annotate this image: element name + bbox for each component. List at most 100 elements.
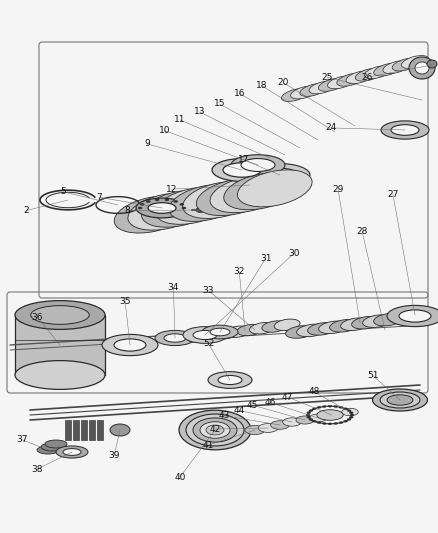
Ellipse shape [299,84,326,96]
Ellipse shape [327,423,331,425]
Text: 26: 26 [360,73,371,82]
Ellipse shape [270,421,289,429]
Ellipse shape [102,334,158,356]
Text: 51: 51 [367,372,378,380]
Ellipse shape [308,409,312,411]
Text: 25: 25 [321,73,332,82]
Ellipse shape [295,416,313,424]
Ellipse shape [274,319,299,330]
Text: 27: 27 [386,190,398,199]
Ellipse shape [372,389,427,411]
Ellipse shape [400,55,427,68]
Ellipse shape [114,196,188,233]
Ellipse shape [195,207,204,213]
Bar [65,420,71,440]
Ellipse shape [349,414,353,416]
Bar [89,420,95,440]
Text: 47: 47 [281,393,293,401]
Ellipse shape [183,327,226,343]
Ellipse shape [169,184,243,221]
Ellipse shape [354,68,381,81]
Text: 31: 31 [259,254,271,263]
Ellipse shape [244,425,265,434]
Text: 34: 34 [167,284,179,292]
Ellipse shape [386,305,438,327]
Text: 48: 48 [307,387,319,396]
Ellipse shape [327,405,331,407]
Ellipse shape [414,62,428,74]
Ellipse shape [308,81,336,94]
Ellipse shape [380,121,428,139]
Ellipse shape [333,423,337,424]
Ellipse shape [212,159,272,181]
Ellipse shape [155,187,230,224]
Ellipse shape [336,74,363,86]
Ellipse shape [333,406,337,408]
Ellipse shape [56,446,88,458]
Ellipse shape [240,158,274,172]
Ellipse shape [323,411,340,419]
Ellipse shape [379,392,419,408]
Ellipse shape [41,443,63,451]
Ellipse shape [224,326,250,337]
Ellipse shape [182,182,257,219]
Text: 2: 2 [24,206,29,215]
Ellipse shape [346,418,350,421]
Ellipse shape [209,176,284,213]
Ellipse shape [212,328,237,339]
Ellipse shape [258,424,277,432]
Text: 30: 30 [288,249,299,257]
Ellipse shape [362,315,392,327]
Ellipse shape [201,325,237,339]
Ellipse shape [296,324,325,337]
Ellipse shape [193,330,216,340]
Text: 44: 44 [233,406,244,415]
Ellipse shape [196,179,270,215]
Text: 16: 16 [233,89,244,98]
Ellipse shape [237,180,262,190]
Ellipse shape [208,372,251,389]
Ellipse shape [261,168,297,182]
Ellipse shape [223,163,261,177]
Text: 11: 11 [174,116,185,124]
Ellipse shape [316,410,343,421]
Ellipse shape [146,200,150,203]
Text: 36: 36 [32,313,43,321]
Text: 45: 45 [246,401,258,409]
Ellipse shape [316,406,320,408]
Ellipse shape [191,206,208,214]
Ellipse shape [308,418,312,421]
Ellipse shape [373,313,403,326]
Ellipse shape [187,331,213,343]
Ellipse shape [155,199,159,201]
Ellipse shape [249,164,309,187]
Ellipse shape [186,414,244,446]
Ellipse shape [341,408,357,416]
Text: 8: 8 [124,206,130,215]
Ellipse shape [398,310,430,322]
Text: 28: 28 [356,228,367,236]
Ellipse shape [114,339,146,351]
Ellipse shape [182,207,186,209]
Text: 5: 5 [60,188,67,196]
Ellipse shape [364,66,391,78]
Ellipse shape [349,416,353,418]
Text: 39: 39 [108,451,120,460]
Ellipse shape [148,203,176,213]
Ellipse shape [218,375,241,385]
Text: 52: 52 [202,340,214,348]
Ellipse shape [343,408,347,410]
Ellipse shape [165,199,169,201]
Ellipse shape [227,176,272,193]
Text: 7: 7 [95,193,102,201]
Text: 42: 42 [209,425,220,433]
Ellipse shape [200,329,225,341]
Text: 24: 24 [325,124,336,132]
Text: 29: 29 [332,185,343,193]
Ellipse shape [110,424,130,436]
Ellipse shape [338,406,342,408]
Ellipse shape [127,193,202,230]
Ellipse shape [193,418,237,442]
Text: 32: 32 [233,268,244,276]
Text: 43: 43 [218,411,229,420]
